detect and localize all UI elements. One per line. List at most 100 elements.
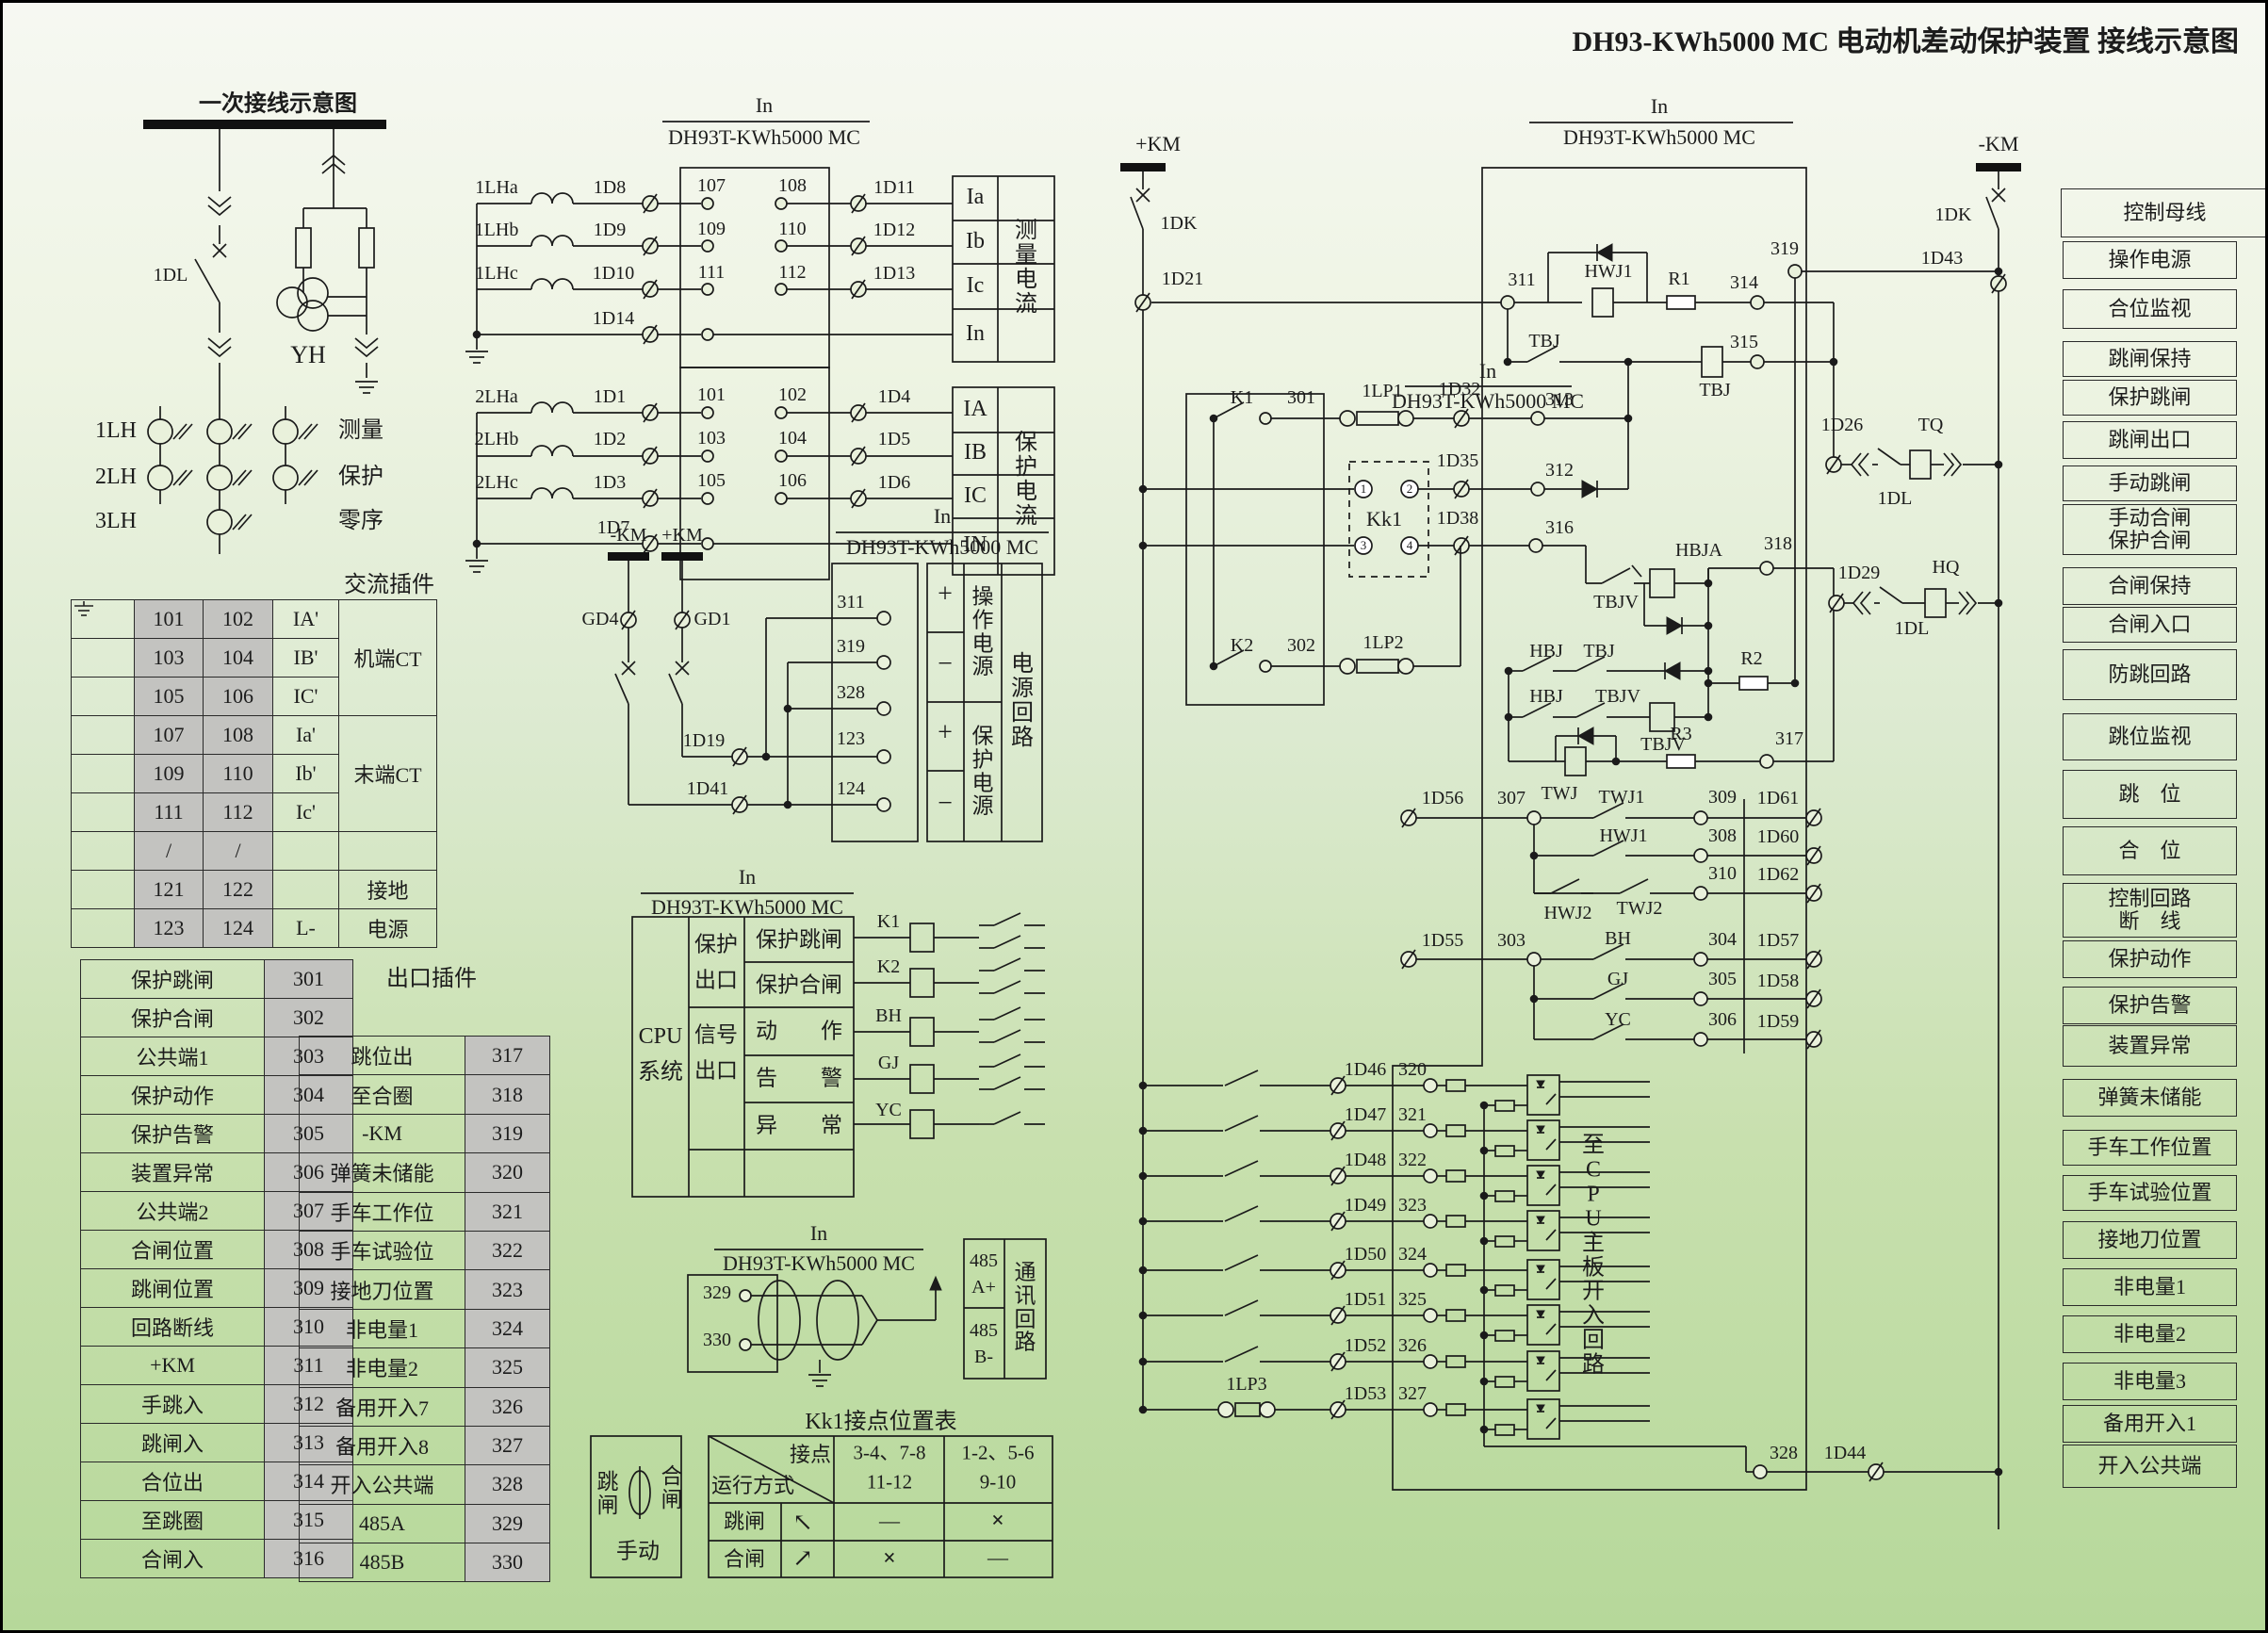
wire-label: 1D62	[1756, 864, 1800, 886]
wire-label: 保护电流	[1015, 431, 1037, 529]
table-cell: 485A	[299, 1503, 465, 1544]
wire-label: 1LH	[95, 418, 137, 444]
wire-label: −	[938, 648, 953, 678]
wire-label: 123	[837, 728, 865, 750]
device-model-header: In	[1650, 94, 1669, 119]
wire-label: 1LHb	[474, 220, 519, 241]
wire-label: 1D41	[686, 778, 729, 800]
wire-label: GD1	[693, 609, 731, 630]
wire-label: 308	[1708, 825, 1737, 847]
wire-label: Ia	[966, 185, 985, 210]
wire-label: Ib	[966, 229, 985, 254]
wire-label: 2	[1406, 481, 1413, 496]
wire-label: In	[966, 321, 985, 347]
wire-label: 1LP1	[1362, 381, 1403, 402]
table-cell: 111	[134, 792, 204, 832]
wire-label: 至CPU主板开入回路	[1582, 1133, 1605, 1378]
wire-label: CPU	[638, 1024, 683, 1050]
control-function-label: 跳位监视	[2063, 713, 2237, 760]
wire-label: 1D47	[1344, 1104, 1387, 1126]
wire-label: 1D44	[1823, 1443, 1867, 1464]
wire-label: 动 作	[756, 1019, 842, 1043]
wire-label: 319	[1770, 238, 1799, 260]
table-cell: 317	[465, 1035, 550, 1076]
table-row: 跳位出 317	[299, 1035, 550, 1076]
wire-label: 316	[1545, 517, 1574, 539]
wire-label: HQ	[1932, 557, 1960, 579]
table-row: 485A 329	[299, 1503, 550, 1544]
table-row: 非电量2 325	[299, 1347, 550, 1388]
wire-label: 1D46	[1344, 1059, 1387, 1081]
wire-label: 接点	[789, 1443, 832, 1467]
wire-label: 321	[1398, 1104, 1427, 1126]
wire-label: 3-4、7-8	[853, 1441, 926, 1464]
device-model-header: DH93T-KWh5000 MC	[1563, 125, 1755, 150]
table-cell: 公共端2	[80, 1191, 265, 1231]
wire-label: —	[987, 1545, 1008, 1570]
table-cell: 104	[203, 638, 273, 678]
wire-label: TBJ	[1528, 331, 1560, 352]
wire-label: TBJV	[1593, 592, 1639, 613]
wire-label: 313	[1545, 389, 1574, 411]
device-model-header: In	[933, 504, 952, 529]
table-row: 弹簧未储能 320	[299, 1152, 550, 1193]
wire-label: IC	[964, 483, 987, 509]
table-cell: 手跳入	[80, 1384, 265, 1424]
table-cell: L-	[272, 908, 339, 948]
wire-label: -KM	[610, 525, 647, 547]
wire-label: 1D5	[877, 429, 911, 450]
wire-label: YC	[1605, 1009, 1631, 1031]
control-function-label: 装置异常	[2063, 1025, 2237, 1067]
wire-label: -KM	[1978, 132, 2019, 156]
wire-label: 317	[1775, 728, 1803, 750]
table-cell: 485B	[299, 1543, 465, 1583]
wire-label: 318	[1764, 533, 1792, 555]
control-function-label: 手动跳闸	[2063, 465, 2237, 501]
wire-label: 485	[970, 1320, 998, 1342]
wire-label: TBJV	[1640, 734, 1686, 756]
wire-label: 106	[778, 470, 807, 492]
schematic-canvas	[143, 120, 2021, 1578]
wire-label: 1D11	[873, 177, 915, 199]
wire-label: 2LHa	[475, 386, 518, 408]
wire-label: 322	[1398, 1150, 1427, 1171]
table-cell	[71, 638, 135, 678]
wire-label: 合闸	[661, 1464, 683, 1511]
wire-label: 1D49	[1344, 1195, 1387, 1217]
table-cell: 机端CT	[338, 599, 437, 716]
wire-label: K2	[876, 956, 901, 978]
wire-label: 301	[1287, 387, 1315, 409]
wire-label: K2	[1230, 635, 1254, 657]
table-cell: IA'	[272, 599, 339, 639]
wire-label: 1D12	[873, 220, 916, 241]
device-model-header: DH93T-KWh5000 MC	[651, 895, 843, 920]
control-function-label: 弹簧未储能	[2063, 1079, 2237, 1117]
table-cell: -KM	[299, 1113, 465, 1154]
wire-label: TBJ	[1699, 380, 1731, 401]
wire-label: 1D19	[682, 730, 726, 752]
primary-diagram-title: 一次接线示意图	[199, 91, 357, 117]
wire-label: 操作电源	[971, 584, 994, 678]
wire-label: 1D57	[1756, 930, 1800, 952]
wire-label: 1DL	[1894, 618, 1930, 640]
table-row: 101 102 IA' 机端CT	[71, 599, 437, 716]
table-cell	[71, 870, 135, 909]
table-row: -KM 319	[299, 1113, 550, 1154]
device-model-header: DH93T-KWh5000 MC	[668, 125, 860, 150]
wire-label: 系统	[638, 1060, 683, 1086]
wire-label: 110	[778, 219, 807, 240]
wire-label: 2LH	[95, 465, 137, 490]
wire-label: R1	[1668, 269, 1690, 290]
wire-label: 跳闸	[596, 1470, 619, 1517]
wire-label: 保护电源	[971, 724, 994, 818]
control-function-label: 跳闸保持	[2063, 341, 2237, 377]
table-cell	[71, 715, 135, 755]
wire-label: 1D48	[1344, 1150, 1387, 1171]
wire-label: 异 常	[756, 1113, 842, 1137]
wire-label: 保护合闸	[756, 972, 842, 997]
wire-label: 1D9	[593, 220, 627, 241]
table-cell: 319	[465, 1113, 550, 1154]
wire-label: GJ	[877, 1053, 900, 1074]
wire-label: 124	[837, 778, 865, 800]
control-function-label: 手动合闸 保护合闸	[2063, 504, 2237, 555]
